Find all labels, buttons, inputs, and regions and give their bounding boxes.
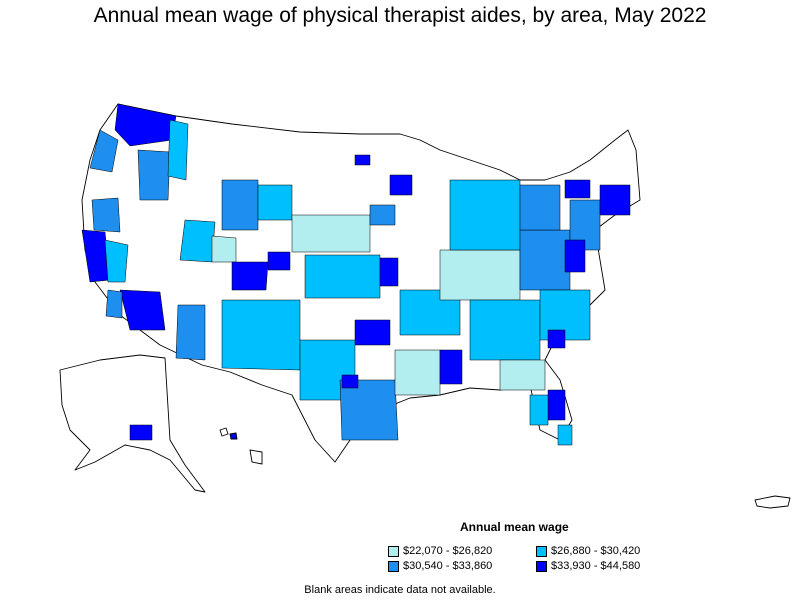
legend-swatch-1 (388, 545, 399, 557)
puerto-rico-outline (754, 495, 791, 509)
legend-swatch-4 (536, 560, 547, 572)
legend-swatch-3 (388, 560, 399, 572)
legend-label-1: $22,070 - $26,820 (403, 545, 493, 557)
legend-label-2: $26,880 - $30,420 (551, 545, 641, 557)
footnote: Blank areas indicate data not available. (304, 584, 496, 596)
legend-title: Annual mean wage (460, 520, 569, 534)
map-title: Annual mean wage of physical therapist a… (93, 4, 707, 27)
legend-label-3: $30,540 - $33,860 (403, 560, 493, 572)
region-layer (81, 103, 631, 446)
legend-label-4: $33,930 - $44,580 (551, 560, 641, 572)
legend-item-4: $33,930 - $44,580 (536, 560, 640, 572)
legend-item-3: $30,540 - $33,860 (388, 560, 492, 572)
hawaii-islands (219, 427, 263, 465)
alaska-outline (59, 354, 206, 493)
legend-item-1: $22,070 - $26,820 (388, 545, 492, 557)
legend-item-2: $26,880 - $30,420 (536, 545, 640, 557)
legend-swatch-2 (536, 545, 547, 557)
